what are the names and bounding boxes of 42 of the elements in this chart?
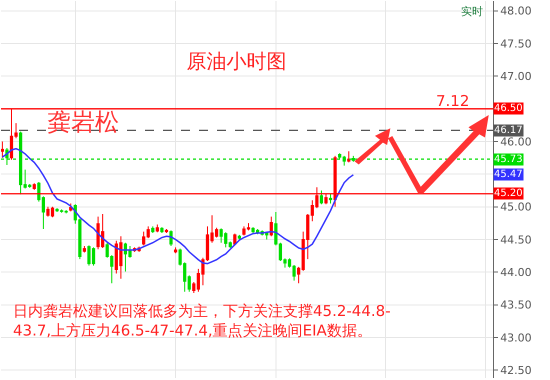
annotation: 龚岩松 [47, 108, 119, 136]
candlestick [55, 208, 59, 213]
y-tick-label: 43.00 [500, 331, 532, 344]
annotation: 日内龚岩松建议回落低多为主，下方关注支撑45.2-44.8- 43.7,上方压力46.5-47-47.4,重点关注晚间EIA数据。 [13, 302, 391, 340]
y-tick-label: 43.50 [500, 298, 532, 312]
candlestick [92, 246, 96, 266]
candlestick [87, 244, 91, 266]
ref-line-label: 45.73 [494, 154, 523, 165]
y-tick-label: 48.00 [500, 4, 532, 18]
candlestick [320, 190, 324, 205]
candlestick [124, 242, 128, 272]
ref-line-label: 46.50 [494, 103, 523, 114]
candlestick [151, 226, 154, 234]
candlestick [160, 226, 164, 234]
y-tick-label: 47.50 [500, 37, 532, 50]
candlestick [242, 226, 246, 236]
text: 原油小时图 [186, 48, 286, 73]
candlestick [82, 246, 86, 254]
candlestick [347, 150, 350, 163]
candlestick [328, 193, 332, 204]
ref-line-label: 45.20 [494, 188, 523, 199]
candlestick [251, 226, 255, 234]
candlestick [238, 234, 241, 240]
y-tick-label: 46.00 [500, 135, 532, 148]
candlestick [174, 246, 178, 254]
candlestick [233, 233, 236, 246]
candlestick [32, 182, 36, 190]
ref-line-label: 46.17 [494, 125, 523, 136]
y-tick-label: 44.50 [500, 233, 532, 246]
y-tick-label: 45.00 [500, 200, 532, 214]
y-tick-label: 44.00 [500, 266, 532, 279]
candlestick [46, 206, 50, 218]
line-series [2, 148, 354, 264]
text: 45.47 [494, 169, 523, 180]
y-tick-label: 47.00 [500, 70, 532, 83]
text: 实时 [461, 5, 483, 18]
y-tick-label: 42.50 [500, 364, 532, 378]
candlestick [156, 224, 159, 233]
candlestick [50, 206, 54, 218]
text: 7.12 [436, 92, 470, 110]
candlestick [270, 216, 273, 237]
candlestick [1, 140, 4, 158]
